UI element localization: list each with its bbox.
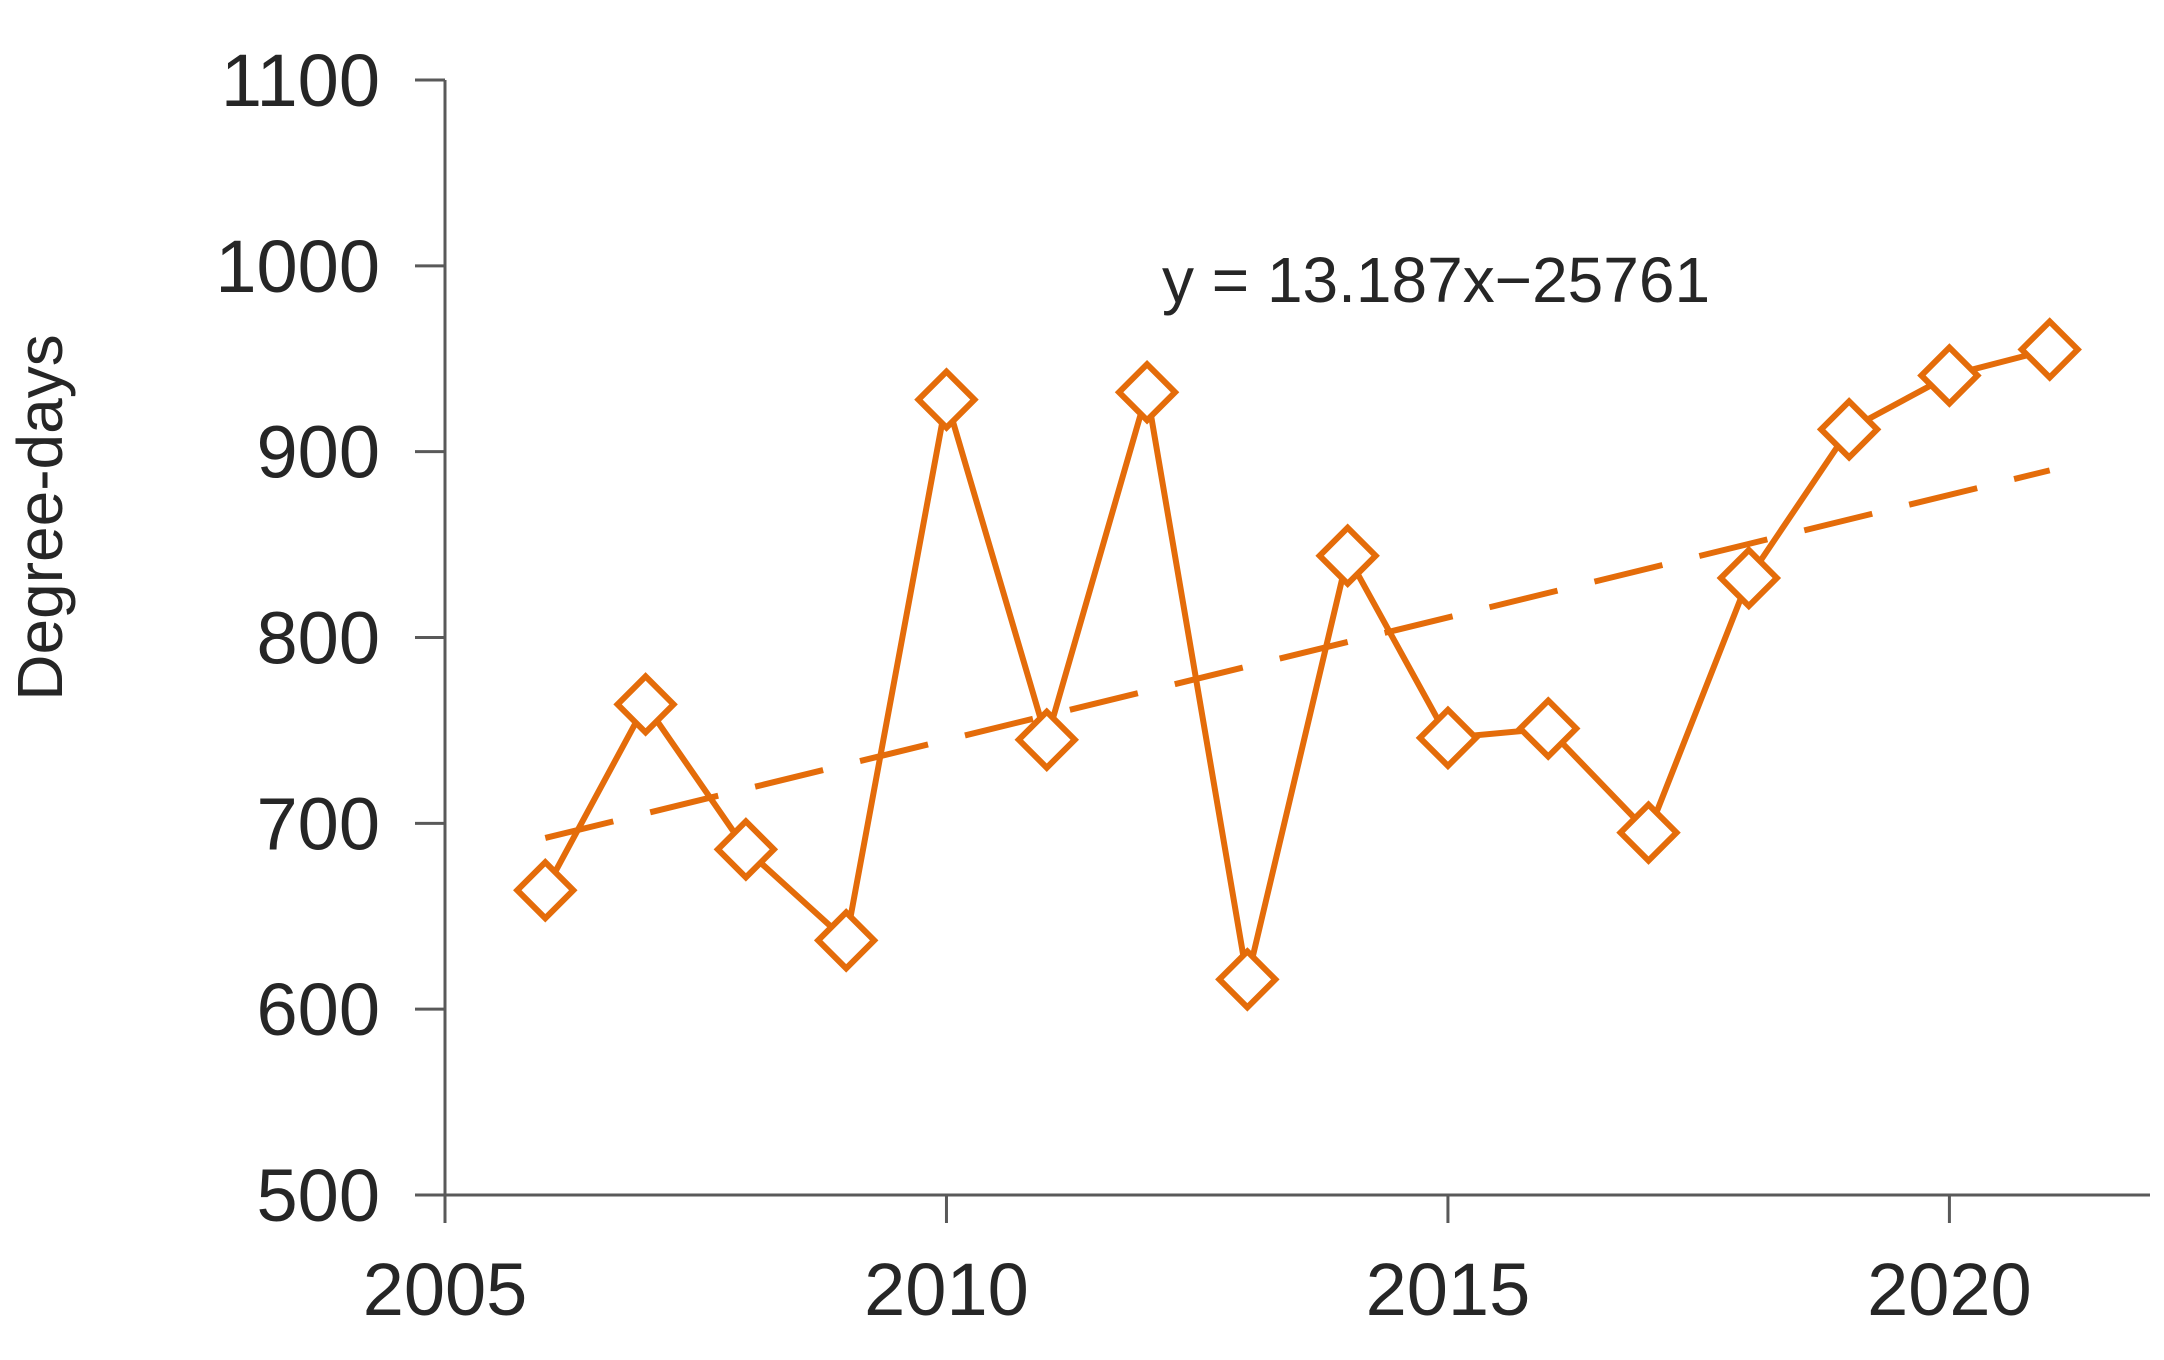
data-point	[2017, 317, 2082, 382]
y-axis-title: Degree-days	[4, 334, 76, 700]
data-point	[713, 817, 779, 882]
x-tick-label: 2020	[1867, 1248, 2032, 1331]
data-point	[1515, 696, 1581, 761]
data-point	[914, 367, 979, 432]
data-point	[1315, 523, 1380, 588]
data-point	[1114, 359, 1180, 425]
y-tick-label: 1000	[215, 225, 380, 308]
y-tick-label: 800	[257, 597, 380, 680]
data-point	[1816, 397, 1882, 462]
data-point	[813, 908, 879, 973]
data-point	[1716, 545, 1782, 611]
y-axis-ticks: 500 600 700 800 900 1000 1100	[215, 39, 445, 1237]
data-point	[513, 857, 578, 923]
trendline-equation: y = 13.187x−25761	[1162, 244, 1710, 316]
y-tick-label: 700	[257, 782, 380, 865]
data-point	[613, 672, 678, 737]
series-layer	[513, 317, 2082, 1012]
data-point	[1215, 947, 1280, 1012]
y-tick-label: 500	[257, 1154, 380, 1237]
data-point	[1415, 705, 1481, 771]
x-axis-ticks: 2005 2010 2015 2020	[363, 1195, 2032, 1331]
data-point	[1014, 707, 1080, 772]
trendline	[544, 467, 2051, 841]
trendline-layer	[544, 467, 2051, 841]
x-tick-label: 2010	[864, 1248, 1029, 1331]
y-tick-label: 600	[257, 968, 380, 1051]
y-tick-label: 900	[257, 411, 380, 494]
x-tick-label: 2005	[363, 1248, 528, 1331]
x-tick-label: 2015	[1366, 1248, 1531, 1331]
y-tick-label: 1100	[221, 39, 380, 122]
series-line	[542, 346, 2051, 981]
data-point	[1917, 343, 1982, 408]
data-point	[1616, 800, 1681, 865]
